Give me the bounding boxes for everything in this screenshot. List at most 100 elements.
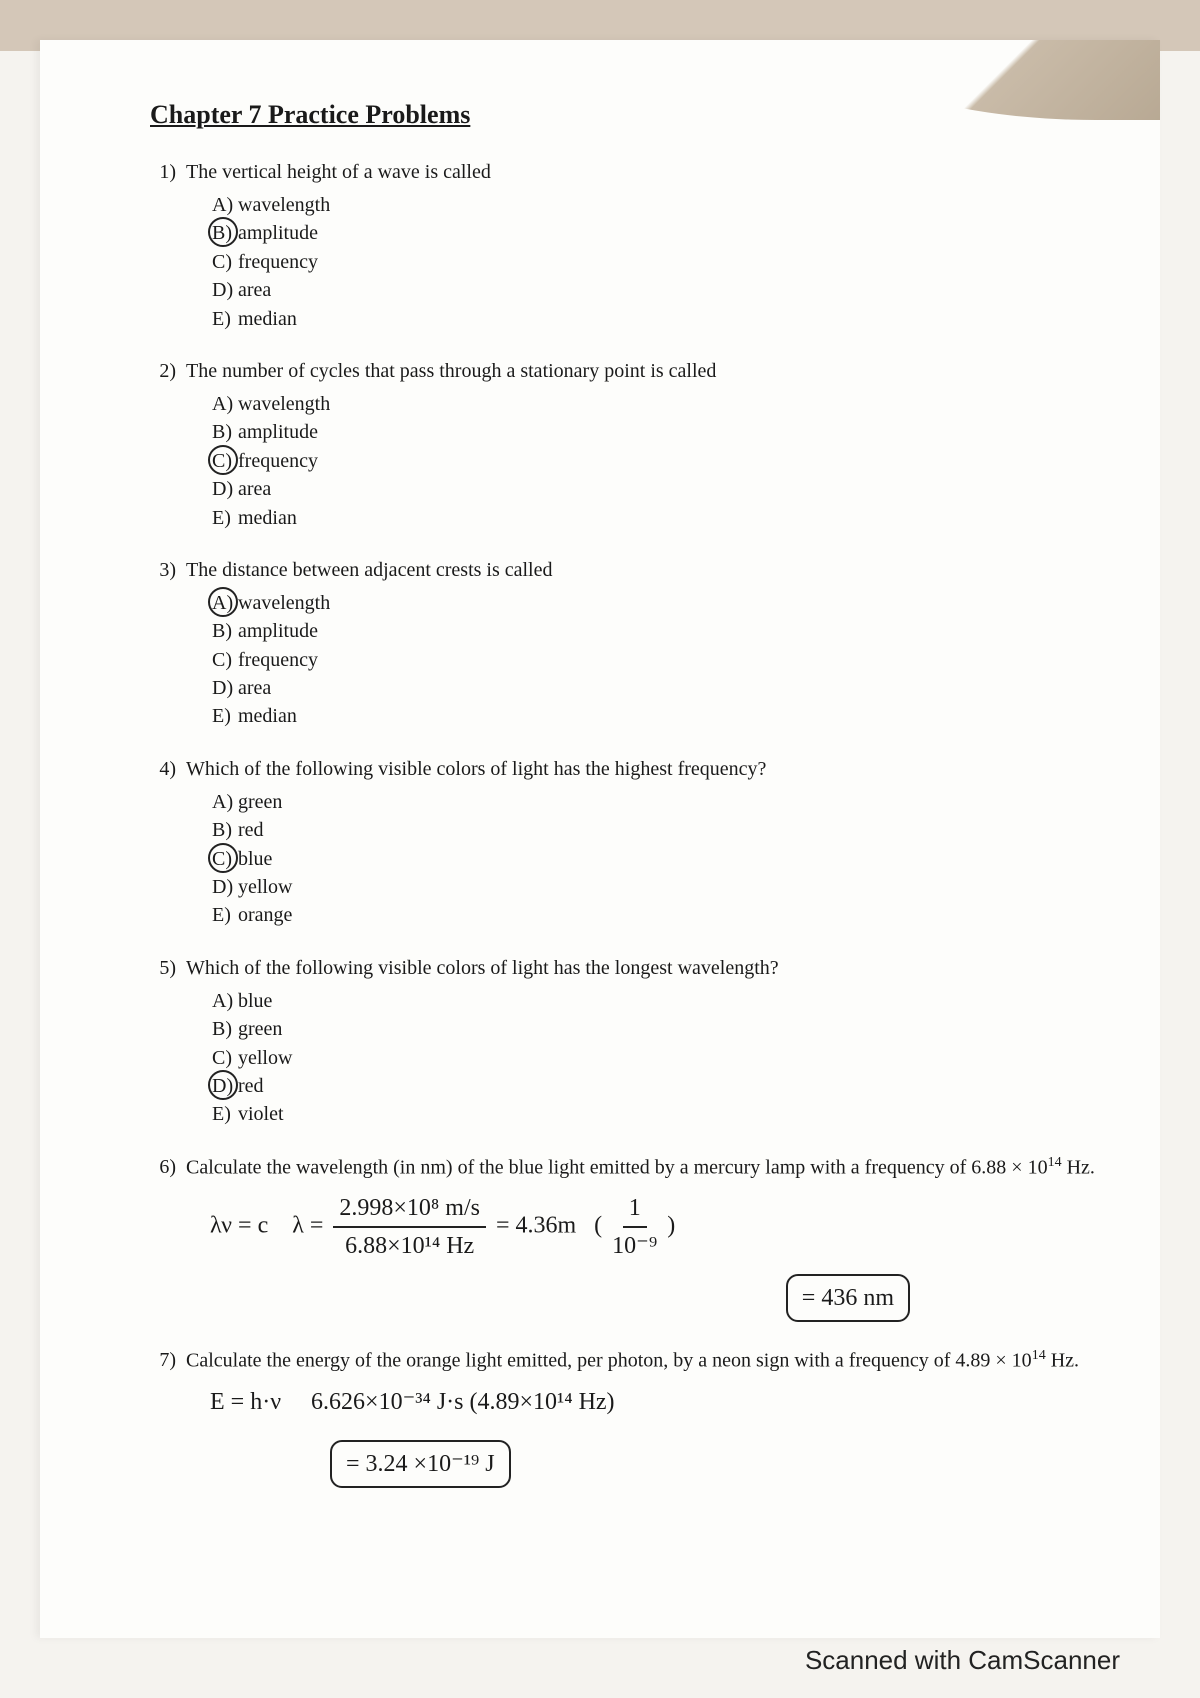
question: 1) The vertical height of a wave is calle… [150, 158, 1110, 333]
option-text: frequency [238, 248, 318, 276]
boxed-answer: = 436 nm [786, 1274, 910, 1322]
question: 4)Which of the following visible colors … [150, 755, 1110, 930]
question-number: 1) [150, 158, 176, 187]
question-text: Which of the following visible colors of… [186, 954, 779, 983]
option: A)wavelength [212, 191, 1110, 219]
option-letter: C) [212, 845, 234, 873]
option: D)area [212, 475, 1110, 503]
option-text: area [238, 475, 271, 503]
scanner-watermark: Scanned with CamScanner [805, 1645, 1120, 1676]
option-text: violet [238, 1100, 284, 1128]
option: E)orange [212, 901, 1110, 929]
options-list: A)wavelengthB)amplitudeC)frequencyD)area… [212, 390, 1110, 532]
option-letter: E) [212, 702, 234, 730]
option-letter: D) [212, 1072, 234, 1100]
equation: λν = c [210, 1213, 268, 1239]
option-letter: E) [212, 305, 234, 333]
equation: E = h·ν [210, 1389, 281, 1415]
option-letter: C) [212, 447, 234, 475]
option-letter: A) [212, 191, 234, 219]
question-number: 2) [150, 357, 176, 386]
question: 3) The distance between adjacent crests i… [150, 556, 1110, 731]
option: E)median [212, 702, 1110, 730]
question-number: 7) [150, 1346, 176, 1376]
options-list: A)wavelengthB)amplitudeC)frequencyD)area… [212, 589, 1110, 731]
option-text: wavelength [238, 390, 330, 418]
question-stem: 5) Which of the following visible colors … [150, 954, 1110, 983]
option: E)median [212, 504, 1110, 532]
option-text: yellow [238, 1044, 292, 1072]
option-letter: E) [212, 901, 234, 929]
option-letter: A) [212, 788, 234, 816]
option-letter: C) [212, 1044, 234, 1072]
option: B)amplitude [212, 219, 1110, 247]
page-title: Chapter 7 Practice Problems [150, 100, 1110, 130]
question-text: The number of cycles that pass through a… [186, 357, 716, 386]
numerator: 1 [623, 1190, 647, 1228]
question-number: 5) [150, 954, 176, 983]
option: D)red [212, 1072, 1110, 1100]
option-text: area [238, 276, 271, 304]
result-intermediate: = 4.36m [496, 1213, 576, 1239]
option: A)blue [212, 987, 1110, 1015]
scanned-page: Chapter 7 Practice Problems 1) The vertic… [40, 40, 1160, 1638]
handwritten-work: λν = c λ = 2.998×10⁸ m/s6.88×10¹⁴ Hz = 4… [210, 1190, 1110, 1322]
option: A)wavelength [212, 589, 1110, 617]
option-text: frequency [238, 646, 318, 674]
question: 6)Calculate the wavelength (in nm) of th… [150, 1153, 1110, 1323]
question-stem: 3) The distance between adjacent crests i… [150, 556, 1110, 585]
option-letter: E) [212, 504, 234, 532]
question-number: 3) [150, 556, 176, 585]
denominator: 10⁻⁹ [606, 1228, 663, 1264]
option: D)yellow [212, 873, 1110, 901]
question-text: The distance between adjacent crests is … [186, 556, 553, 585]
fraction: 2.998×10⁸ m/s6.88×10¹⁴ Hz [333, 1190, 486, 1264]
option-letter: A) [212, 987, 234, 1015]
option-text: wavelength [238, 191, 330, 219]
option-text: orange [238, 901, 292, 929]
option: B)red [212, 816, 1110, 844]
option-text: median [238, 305, 297, 333]
question: 7) Calculate the energy of the orange lig… [150, 1346, 1110, 1488]
option-letter: B) [212, 418, 234, 446]
question-text: Calculate the energy of the orange light… [186, 1346, 1079, 1376]
numerator: 2.998×10⁸ m/s [333, 1190, 486, 1228]
question-stem: 4)Which of the following visible colors … [150, 755, 1110, 784]
option-letter: B) [212, 219, 234, 247]
option: D)area [212, 276, 1110, 304]
option-text: amplitude [238, 219, 318, 247]
option: C)frequency [212, 447, 1110, 475]
boxed-answer: = 3.24 ×10⁻¹⁹ J [330, 1440, 511, 1488]
option-text: yellow [238, 873, 292, 901]
question-stem: 6)Calculate the wavelength (in nm) of th… [150, 1153, 1110, 1183]
option: C)yellow [212, 1044, 1110, 1072]
option-text: blue [238, 987, 272, 1015]
option-text: red [238, 816, 264, 844]
question-text: Which of the following visible colors of… [186, 755, 766, 784]
question-stem: 1) The vertical height of a wave is calle… [150, 158, 1110, 187]
option-text: red [238, 1072, 264, 1100]
options-list: A)greenB)redC)blueD)yellowE)orange [212, 788, 1110, 930]
option-text: green [238, 788, 282, 816]
option-letter: D) [212, 873, 234, 901]
option-text: area [238, 674, 271, 702]
option-text: blue [238, 845, 272, 873]
option: C)frequency [212, 646, 1110, 674]
option: A)wavelength [212, 390, 1110, 418]
option-letter: D) [212, 674, 234, 702]
option: E)violet [212, 1100, 1110, 1128]
options-list: A)blueB)greenC)yellowD)redE)violet [212, 987, 1110, 1129]
option: B)green [212, 1015, 1110, 1043]
option-letter: D) [212, 475, 234, 503]
option-text: frequency [238, 447, 318, 475]
option-text: amplitude [238, 617, 318, 645]
option: C)frequency [212, 248, 1110, 276]
question-text: The vertical height of a wave is called [186, 158, 491, 187]
handwritten-work: E = h·ν 6.626×10⁻³⁴ J·s (4.89×10¹⁴ Hz)= … [210, 1384, 1110, 1488]
question: 5) Which of the following visible colors … [150, 954, 1110, 1129]
option-letter: B) [212, 617, 234, 645]
option-text: median [238, 702, 297, 730]
questions-list: 1) The vertical height of a wave is calle… [150, 158, 1110, 1488]
question-stem: 7) Calculate the energy of the orange lig… [150, 1346, 1110, 1376]
question-text: Calculate the wavelength (in nm) of the … [186, 1153, 1095, 1183]
